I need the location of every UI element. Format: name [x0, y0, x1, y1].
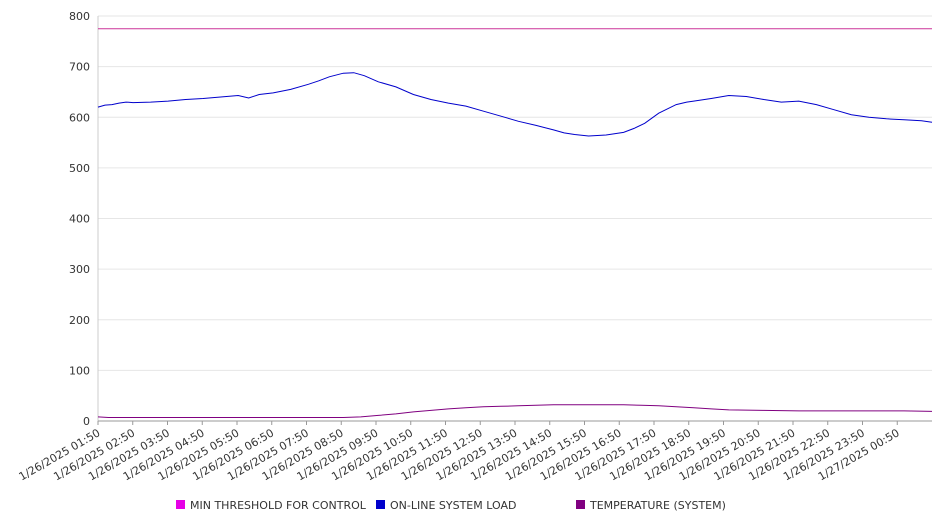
legend-label: ON-LINE SYSTEM LOAD [390, 499, 516, 512]
grid-lines [98, 15, 932, 371]
legend-label: TEMPERATURE (SYSTEM) [589, 499, 726, 512]
series-lines [97, 28, 933, 418]
y-axis-ticks: 0 100 200 300 400 500 600 700 800 [69, 10, 90, 428]
series-line-2 [97, 404, 933, 418]
y-tick-label: 800 [69, 10, 90, 23]
y-tick-label: 700 [69, 61, 90, 74]
series-line-1 [97, 72, 933, 137]
y-tick-label: 300 [69, 263, 90, 276]
legend-swatch [176, 500, 185, 509]
y-tick-label: 0 [83, 415, 90, 428]
x-axis-ticks: 1/26/2025 01:501/26/2025 02:501/26/2025 … [17, 421, 902, 483]
y-tick-label: 100 [69, 364, 90, 377]
legend-label: MIN THRESHOLD FOR CONTROL [190, 499, 367, 512]
y-tick-label: 500 [69, 162, 90, 175]
legend-swatch [576, 500, 585, 509]
y-tick-label: 600 [69, 111, 90, 124]
y-tick-label: 200 [69, 314, 90, 327]
legend-swatch [376, 500, 385, 509]
legend: MIN THRESHOLD FOR CONTROL ON-LINE SYSTEM … [176, 499, 726, 512]
y-tick-label: 400 [69, 213, 90, 226]
